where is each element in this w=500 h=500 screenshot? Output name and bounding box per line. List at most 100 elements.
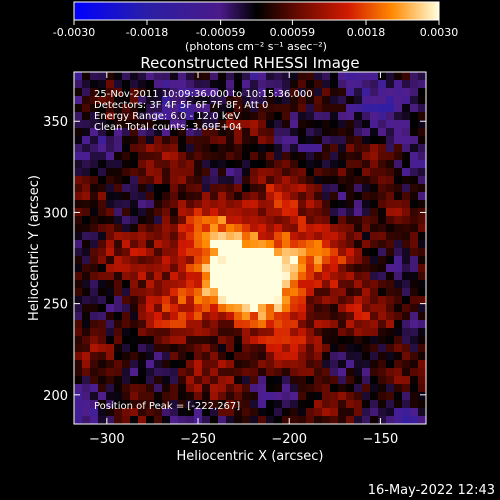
heatmap-cell xyxy=(162,368,171,377)
heatmap-cell xyxy=(202,280,211,289)
heatmap-cell xyxy=(378,88,387,97)
heatmap-cell xyxy=(306,112,315,121)
heatmap-cell xyxy=(410,184,419,193)
heatmap-cell xyxy=(402,184,411,193)
heatmap-cell xyxy=(82,248,91,257)
heatmap-cell xyxy=(370,224,379,233)
heatmap-cell xyxy=(298,408,307,417)
heatmap-cell xyxy=(218,328,227,337)
heatmap-cell xyxy=(234,176,243,185)
heatmap-cell xyxy=(74,416,83,424)
heatmap-cell xyxy=(146,240,155,249)
heatmap-cell xyxy=(154,216,163,225)
heatmap-cell xyxy=(162,176,171,185)
heatmap-cell xyxy=(194,120,203,129)
heatmap-cell xyxy=(106,408,115,417)
peak-position-label: Position of Peak = [-222,267] xyxy=(94,401,240,412)
heatmap-cell xyxy=(402,272,411,281)
heatmap-cell xyxy=(170,368,179,377)
heatmap-cell xyxy=(250,408,259,417)
heatmap-cell xyxy=(178,216,187,225)
heatmap-cell xyxy=(218,136,227,145)
heatmap-cell xyxy=(362,120,371,129)
heatmap-cell xyxy=(162,200,171,209)
heatmap-cell xyxy=(98,136,107,145)
heatmap-cell xyxy=(106,240,115,249)
heatmap-cell xyxy=(218,120,227,129)
heatmap-cell xyxy=(298,376,307,385)
heatmap-cell xyxy=(210,304,219,313)
heatmap-cell xyxy=(90,224,99,233)
heatmap-cell xyxy=(234,400,243,409)
heatmap-cell xyxy=(138,256,147,265)
heatmap-cell xyxy=(378,112,387,121)
heatmap-cell xyxy=(106,168,115,177)
heatmap-cell xyxy=(402,304,411,313)
heatmap-cell xyxy=(114,368,123,377)
heatmap-cell xyxy=(282,224,291,233)
heatmap-cell xyxy=(354,408,363,417)
heatmap-cell xyxy=(386,392,395,401)
heatmap-cell xyxy=(290,136,299,145)
heatmap-cell xyxy=(234,320,243,329)
heatmap-cell xyxy=(330,184,339,193)
heatmap-cell xyxy=(378,216,387,225)
heatmap-cell xyxy=(146,208,155,217)
heatmap-cell xyxy=(314,280,323,289)
heatmap-cell xyxy=(338,264,347,273)
heatmap-cell xyxy=(362,272,371,281)
heatmap-cell xyxy=(82,224,91,233)
heatmap-cell xyxy=(354,104,363,113)
heatmap-cell xyxy=(266,160,275,169)
heatmap-cell xyxy=(258,112,267,121)
heatmap-cell xyxy=(242,408,251,417)
heatmap-cell xyxy=(346,400,355,409)
heatmap-cell xyxy=(314,376,323,385)
heatmap-cell xyxy=(82,120,91,129)
heatmap-cell xyxy=(130,168,139,177)
heatmap-cell xyxy=(226,352,235,361)
heatmap-cell xyxy=(362,176,371,185)
heatmap-cell xyxy=(346,336,355,345)
heatmap-cell xyxy=(418,72,426,81)
heatmap-cell xyxy=(266,336,275,345)
heatmap-cell xyxy=(274,88,283,97)
heatmap-cell xyxy=(122,72,131,81)
heatmap-cell xyxy=(106,336,115,345)
heatmap-cell xyxy=(114,384,123,393)
heatmap-cell xyxy=(178,248,187,257)
heatmap-cell xyxy=(250,160,259,169)
heatmap-cell xyxy=(250,96,259,105)
heatmap-cell xyxy=(218,152,227,161)
heatmap-cell xyxy=(210,248,219,257)
heatmap-cell xyxy=(98,352,107,361)
heatmap-cell xyxy=(250,392,259,401)
heatmap-cell xyxy=(298,248,307,257)
heatmap-cell xyxy=(418,104,426,113)
heatmap-cell xyxy=(250,304,259,313)
heatmap-cell xyxy=(194,320,203,329)
heatmap-cell xyxy=(106,392,115,401)
heatmap-cell xyxy=(194,136,203,145)
heatmap-cell xyxy=(346,232,355,241)
heatmap-cell xyxy=(330,152,339,161)
heatmap-cell xyxy=(354,360,363,369)
heatmap-cell xyxy=(418,192,426,201)
heatmap-cell xyxy=(146,336,155,345)
heatmap-cell xyxy=(402,360,411,369)
heatmap-cell xyxy=(130,344,139,353)
heatmap-cell xyxy=(410,400,419,409)
heatmap-cell xyxy=(306,248,315,257)
heatmap-cell xyxy=(370,264,379,273)
heatmap-cell xyxy=(370,80,379,89)
heatmap-cell xyxy=(130,88,139,97)
heatmap-cell xyxy=(130,208,139,217)
heatmap-cell xyxy=(186,88,195,97)
heatmap-cell xyxy=(234,168,243,177)
heatmap-cell xyxy=(130,376,139,385)
heatmap-cell xyxy=(410,80,419,89)
heatmap-cell xyxy=(394,112,403,121)
heatmap-cell xyxy=(290,168,299,177)
heatmap-cell xyxy=(274,128,283,137)
